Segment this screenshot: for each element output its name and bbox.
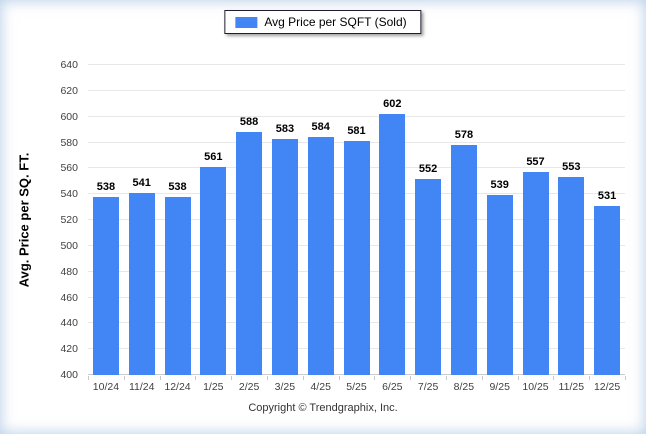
copyright-text: Copyright © Trendgraphix, Inc. bbox=[248, 402, 398, 414]
bar-11-24 bbox=[128, 192, 155, 375]
x-tick-label: 2/25 bbox=[238, 381, 260, 393]
x-axis-tick-mark bbox=[195, 376, 197, 380]
gridline-640 bbox=[88, 64, 625, 65]
bar-7-25 bbox=[415, 178, 442, 375]
y-tick-label: 460 bbox=[60, 291, 78, 304]
bar-1-25 bbox=[200, 167, 227, 375]
x-axis-labels: 10/24 11/24 12/24 1/25 2/25 3/25 4/25 5/25 6/25 7… bbox=[88, 376, 626, 396]
x-axis-tick-mark bbox=[481, 376, 483, 380]
y-tick-label: 580 bbox=[60, 136, 78, 149]
x-axis-tick-mark bbox=[589, 376, 591, 380]
x-axis-tick-mark bbox=[231, 376, 233, 380]
legend-swatch bbox=[235, 16, 258, 28]
x-tick-label: 10/24 bbox=[92, 381, 120, 393]
x-tick-label: 12/24 bbox=[164, 381, 191, 393]
x-axis-tick-mark bbox=[88, 376, 89, 380]
bar-value-label: 602 bbox=[383, 98, 402, 111]
x-tick-label: 4/25 bbox=[310, 381, 331, 393]
x-tick-label: 11/25 bbox=[558, 381, 585, 393]
y-axis-title: Avg. Price per SQ. FT. bbox=[16, 152, 32, 288]
x-tick-label: 7/25 bbox=[417, 381, 439, 393]
bar-value-label: 557 bbox=[526, 156, 545, 169]
x-tick-label: 8/25 bbox=[453, 381, 475, 393]
y-tick-label: 500 bbox=[60, 239, 78, 252]
y-tick-label: 640 bbox=[60, 59, 78, 71]
x-axis-tick-mark bbox=[123, 376, 125, 380]
bar-8-25 bbox=[450, 145, 477, 375]
bar-value-label: 538 bbox=[96, 180, 116, 193]
bar-value-label: 583 bbox=[275, 122, 295, 135]
y-tick-label: 620 bbox=[60, 84, 78, 97]
y-axis-labels: 400 420 440 460 480 500 520 540 560 580 600 620 640 bbox=[38, 59, 78, 381]
y-tick-label: 480 bbox=[60, 265, 78, 278]
x-axis-tick-mark bbox=[410, 376, 412, 380]
x-axis-tick-mark bbox=[159, 376, 161, 380]
x-tick-label: 1/25 bbox=[203, 381, 224, 393]
x-tick-label: 10/25 bbox=[522, 381, 549, 393]
y-tick-label: 540 bbox=[60, 188, 78, 201]
x-tick-label: 5/25 bbox=[346, 381, 367, 393]
x-axis-tick-mark bbox=[267, 376, 268, 380]
x-axis-tick-mark bbox=[446, 376, 447, 380]
bar-value-label: 539 bbox=[490, 179, 509, 192]
x-tick-label: 12/25 bbox=[593, 381, 621, 393]
plot-area: 538 541 538 561 588 583 584 581 602 552 578 539 557 5… bbox=[88, 64, 625, 375]
y-tick-label: 400 bbox=[60, 369, 78, 381]
legend-label: Avg Price per SQFT (Sold) bbox=[264, 15, 407, 29]
x-tick-label: 11/24 bbox=[128, 381, 155, 393]
x-axis-tick-mark bbox=[374, 376, 376, 380]
y-tick-label: 560 bbox=[60, 162, 78, 175]
bar-value-label: 553 bbox=[562, 161, 581, 174]
bar-value-label: 541 bbox=[132, 176, 151, 189]
bar-value-label: 584 bbox=[311, 121, 330, 134]
x-tick-label: 3/25 bbox=[274, 381, 296, 393]
y-tick-label: 420 bbox=[60, 343, 78, 356]
bar-2-25 bbox=[236, 132, 263, 375]
bar-value-label: 552 bbox=[418, 162, 438, 175]
x-axis-tick-mark bbox=[302, 376, 304, 380]
x-tick-label: 9/25 bbox=[489, 381, 510, 393]
y-tick-label: 520 bbox=[60, 214, 78, 226]
x-axis-tick-mark bbox=[625, 376, 626, 380]
bar-value-label: 538 bbox=[168, 180, 187, 193]
bar-4-25 bbox=[307, 137, 334, 375]
bar-6-25 bbox=[379, 114, 406, 375]
bar-value-label: 531 bbox=[597, 189, 617, 202]
y-tick-label: 600 bbox=[60, 110, 78, 123]
gridline-600 bbox=[88, 115, 625, 117]
bar-10-25 bbox=[522, 172, 549, 375]
bar-value-label: 578 bbox=[454, 129, 474, 142]
bar-value-label: 561 bbox=[204, 151, 223, 164]
bar-3-25 bbox=[271, 138, 298, 375]
legend: Avg Price per SQFT (Sold) bbox=[224, 10, 422, 34]
x-axis-tick-mark bbox=[338, 376, 340, 380]
bar-9-25 bbox=[486, 195, 513, 375]
bar-value-label: 581 bbox=[347, 125, 366, 138]
x-tick-label: 6/25 bbox=[382, 381, 403, 393]
y-tick-label: 440 bbox=[60, 317, 78, 330]
bar-5-25 bbox=[343, 141, 370, 375]
bar-value-label: 588 bbox=[239, 116, 259, 129]
bar-12-25 bbox=[594, 205, 621, 375]
x-axis-tick-mark bbox=[553, 376, 555, 380]
bar-10-24 bbox=[92, 196, 119, 375]
x-axis-tick-mark bbox=[517, 376, 519, 380]
bar-12-24 bbox=[164, 196, 191, 375]
bar-11-25 bbox=[558, 177, 585, 375]
gridline-620 bbox=[88, 89, 625, 91]
